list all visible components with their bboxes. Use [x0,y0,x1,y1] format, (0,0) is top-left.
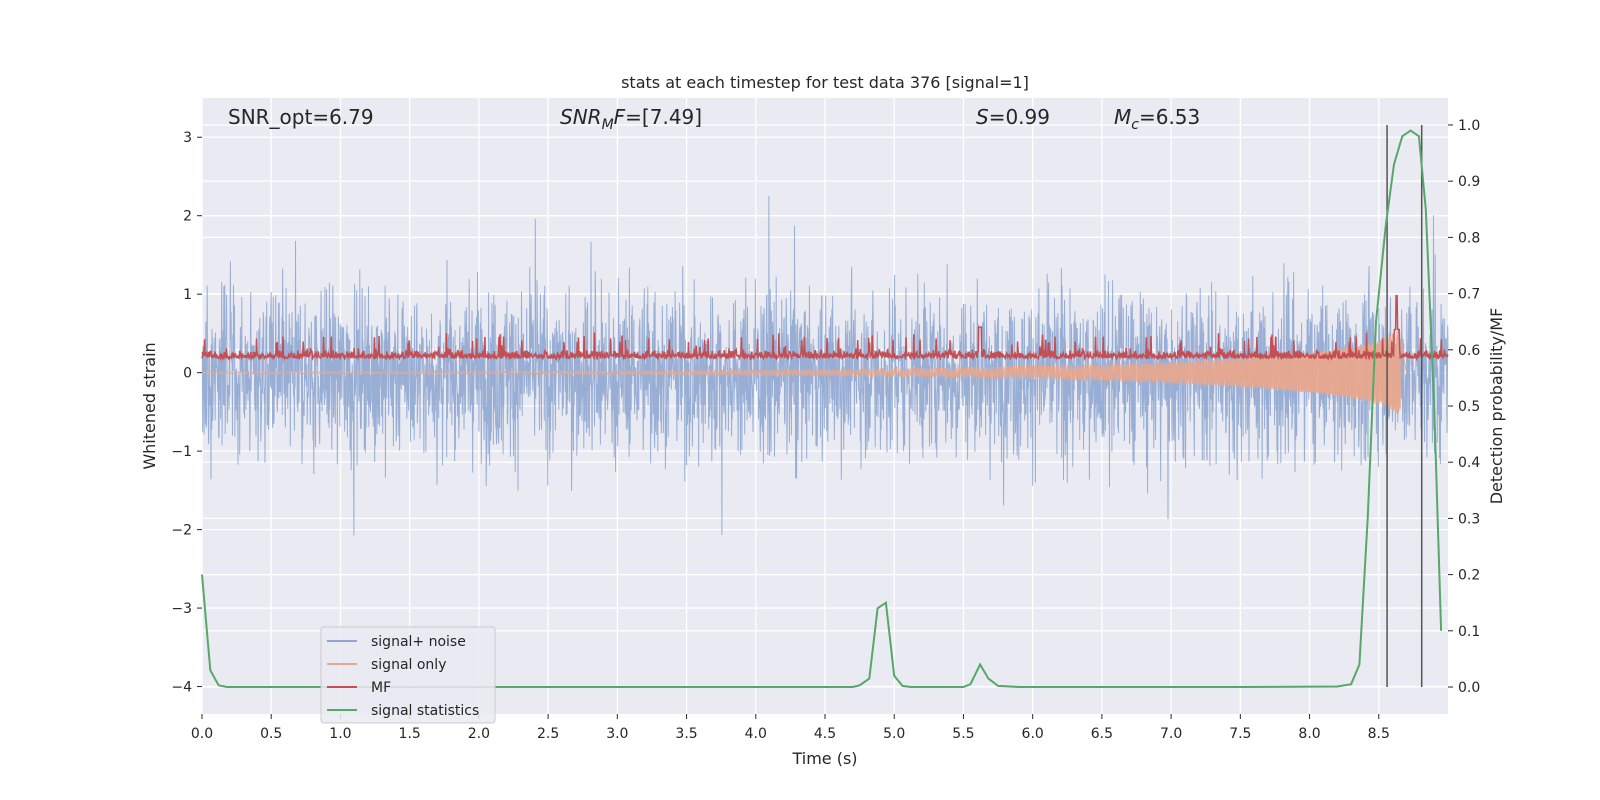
y-left-tick-label: 3 [183,130,192,146]
chart-title: stats at each timestep for test data 376… [621,73,1029,92]
x-tick-label: 0.0 [191,726,213,742]
x-tick-label: 2.0 [468,726,490,742]
signal-only-line [201,330,1407,415]
y-right-tick-label: 0.5 [1458,399,1480,415]
x-tick-label: 0.5 [260,726,282,742]
annotation-part: M [602,117,614,133]
x-tick-label: 7.0 [1160,726,1182,742]
x-tick-label: 4.5 [814,726,836,742]
y-right-tick-label: 0.9 [1458,174,1480,190]
mf-line [201,294,1449,362]
y-left-tick-label: 2 [183,209,192,225]
annotation-part: =6.53 [1139,105,1200,129]
x-tick-label: 3.5 [675,726,697,742]
annotation-part: S [976,105,989,129]
y-right-tick-label: 0.1 [1458,624,1480,640]
x-tick-label: 6.0 [1022,726,1044,742]
x-axis-label: Time (s) [791,749,857,768]
legend: signal+ noise signal only MF signal statist… [320,626,496,724]
x-tick-label: 2.5 [537,726,559,742]
x-tick-label: 7.5 [1229,726,1251,742]
annotation-part: F [614,105,626,129]
x-tick-label: 4.0 [745,726,767,742]
y-right-tick-label: 0.0 [1458,680,1480,696]
annotation-part: c [1131,117,1139,133]
y-right-tick-label: 0.6 [1458,343,1480,359]
y-right-ticks: 1.0 0.9 0.8 0.7 0.6 0.5 0.4 0.3 0.2 0.1 0.0 [1448,118,1480,696]
x-tick-label: 5.5 [952,726,974,742]
y-right-tick-label: 0.4 [1458,455,1480,471]
x-tick-label: 8.0 [1298,726,1320,742]
x-tick-label: 6.5 [1091,726,1113,742]
y-left-tick-label: −1 [171,444,192,460]
y-left-tick-label: 0 [183,366,192,382]
annotation-part: =[7.49] [625,105,702,129]
annotation-snr-mf: SNRMF=[7.49] [560,105,702,133]
annotation-part: M [1114,105,1131,129]
series-signal-statistics [201,129,1443,688]
annotation-snr-opt: SNR_opt=6.79 [228,105,374,129]
y-left-tick-label: 1 [183,287,192,303]
legend-label: MF [371,680,391,696]
y-axis-label-right: Detection probability/MF [1487,308,1506,505]
y-right-tick-label: 0.8 [1458,230,1480,246]
series-signal-only [201,330,1407,415]
annotation-mc: Mc=6.53 [1114,105,1200,133]
x-tick-label: 1.5 [399,726,421,742]
y-right-tick-label: 0.2 [1458,568,1480,584]
y-left-tick-label: −2 [171,523,192,539]
annotations: SNR_opt=6.79 SNRMF=[7.49] S=0.99 Mc=6.53 [228,105,1200,133]
y-left-ticks: 3 2 1 0 −1 −2 −3 −4 [171,130,202,696]
y-right-tick-label: 0.3 [1458,511,1480,527]
y-right-tick-label: 0.7 [1458,287,1480,303]
series-mf [201,294,1449,362]
x-ticks: 0.0 0.5 1.0 1.5 2.0 2.5 3.0 3.5 4.0 4.5 5.0 5.5 6.0 6… [191,714,1390,742]
x-tick-label: 1.0 [329,726,351,742]
y-right-tick-label: 1.0 [1458,118,1480,134]
legend-label: signal+ noise [371,634,466,650]
legend-box [320,626,496,724]
annotation-part: SNR [560,105,602,129]
signal-statistics-line [201,129,1443,688]
y-left-tick-label: −4 [171,680,192,696]
annotation-part: =0.99 [989,105,1050,129]
y-left-tick-label: −3 [171,601,192,617]
legend-label: signal only [371,657,446,673]
annotation-s-stat: S=0.99 [976,105,1050,129]
y-axis-label-left: Whitened strain [140,342,159,469]
x-tick-label: 5.0 [883,726,905,742]
x-tick-label: 3.0 [606,726,628,742]
legend-label: signal statistics [371,703,479,719]
x-tick-label: 8.5 [1368,726,1390,742]
